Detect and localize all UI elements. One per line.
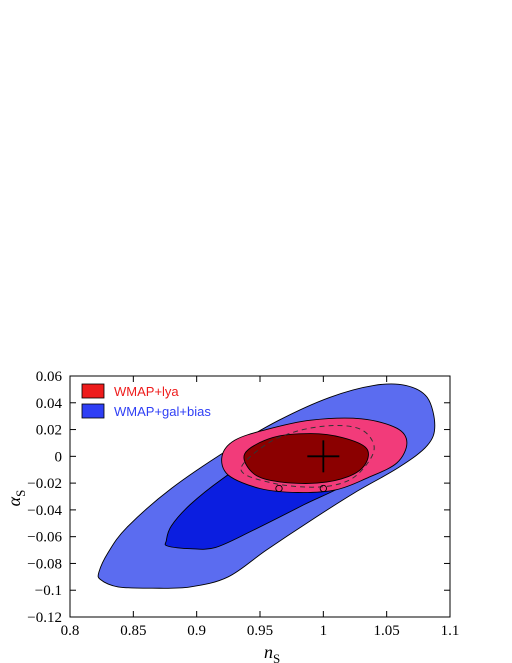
y-tick-label: 0.02 <box>36 423 62 439</box>
axis-ticks: 0.8 0.85 0.9 0.95 1 1.05 1.1 0.06 0.04 0.02 0 −0.02… <box>27 369 459 639</box>
y-tick-label: −0.12 <box>27 610 62 626</box>
y-tick-label: −0.02 <box>27 476 62 492</box>
legend-swatch-wmap-lya <box>81 383 105 399</box>
x-tick-label: 0.8 <box>61 623 80 639</box>
legend-swatch-wmap-gal-bias <box>81 403 105 419</box>
dashed-contour <box>240 424 375 488</box>
x-tick-label: 0.9 <box>187 623 206 639</box>
y-axis-title: αS <box>4 490 28 507</box>
y-tick-label: −0.06 <box>27 530 62 546</box>
y-tick-label: −0.04 <box>27 503 62 519</box>
y-tick-label: 0.04 <box>36 396 63 412</box>
legend-label-wmap-gal-bias: WMAP+gal+bias <box>114 404 211 419</box>
x-tick-label: 0.95 <box>247 623 273 639</box>
y-tick-label: −0.08 <box>27 556 62 572</box>
circle-marker-1 <box>275 484 283 493</box>
x-axis-title: nS <box>264 642 280 663</box>
x-tick-label: 1.05 <box>374 623 400 639</box>
x-tick-label: 1.1 <box>441 623 460 639</box>
y-tick-label: −0.1 <box>35 583 62 599</box>
circle-marker-2 <box>319 484 327 493</box>
region-wmap-lya-68 <box>243 433 369 484</box>
chart-overlays <box>240 424 375 493</box>
y-tick-label: 0 <box>55 449 63 465</box>
x-tick-label: 0.85 <box>120 623 146 639</box>
legend-label-wmap-lya: WMAP+lya <box>114 384 179 399</box>
legend: WMAP+lya WMAP+gal+bias <box>81 383 211 419</box>
x-tick-label: 1 <box>320 623 328 639</box>
y-tick-label: 0.06 <box>36 369 63 385</box>
confidence-regions <box>97 383 436 589</box>
